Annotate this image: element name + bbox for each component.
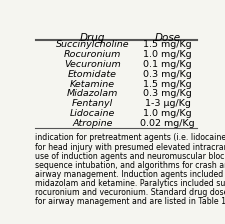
Text: Drug: Drug (80, 33, 105, 43)
Text: 0.3 mg/Kg: 0.3 mg/Kg (143, 70, 192, 79)
Text: Atropine: Atropine (72, 119, 113, 128)
Text: 0.1 mg/Kg: 0.1 mg/Kg (143, 60, 192, 69)
Text: Succinylcholine: Succinylcholine (56, 40, 129, 49)
Text: for airway management and are listed in Table 1.: for airway management and are listed in … (35, 198, 225, 207)
Text: 1.5 mg/Kg: 1.5 mg/Kg (143, 80, 192, 88)
Text: use of induction agents and neuromuscular blockers for rapid: use of induction agents and neuromuscula… (35, 152, 225, 161)
Text: Midazolam: Midazolam (67, 89, 118, 98)
Text: Rocuronium: Rocuronium (64, 50, 121, 59)
Text: Etomidate: Etomidate (68, 70, 117, 79)
Text: for head injury with presumed elevated intracranial pressure),: for head injury with presumed elevated i… (35, 143, 225, 152)
Text: Vecuronium: Vecuronium (64, 60, 121, 69)
Text: 0.02 mg/Kg: 0.02 mg/Kg (140, 119, 195, 128)
Text: rocuronium and vecuronium. Standard drug doses were used: rocuronium and vecuronium. Standard drug… (35, 188, 225, 197)
Text: 1.0 mg/Kg: 1.0 mg/Kg (143, 50, 192, 59)
Text: indication for pretreatment agents (i.e. lidocaine and fentanyl: indication for pretreatment agents (i.e.… (35, 134, 225, 142)
Text: Dose: Dose (155, 33, 181, 43)
Text: Ketamine: Ketamine (70, 80, 115, 88)
Text: 1.5 mg/Kg: 1.5 mg/Kg (143, 40, 192, 49)
Text: 1.0 mg/Kg: 1.0 mg/Kg (143, 109, 192, 118)
Text: 1-3 μg/Kg: 1-3 μg/Kg (145, 99, 191, 108)
Text: midazolam and ketamine. Paralytics included succinylcholine,: midazolam and ketamine. Paralytics inclu… (35, 179, 225, 188)
Text: Fentanyl: Fentanyl (72, 99, 113, 108)
Text: sequence intubation, and algorithms for crash and failed: sequence intubation, and algorithms for … (35, 161, 225, 170)
Text: Lidocaine: Lidocaine (70, 109, 115, 118)
Text: 0.3 mg/Kg: 0.3 mg/Kg (143, 89, 192, 98)
Text: airway management. Induction agents included etomidate,: airway management. Induction agents incl… (35, 170, 225, 179)
